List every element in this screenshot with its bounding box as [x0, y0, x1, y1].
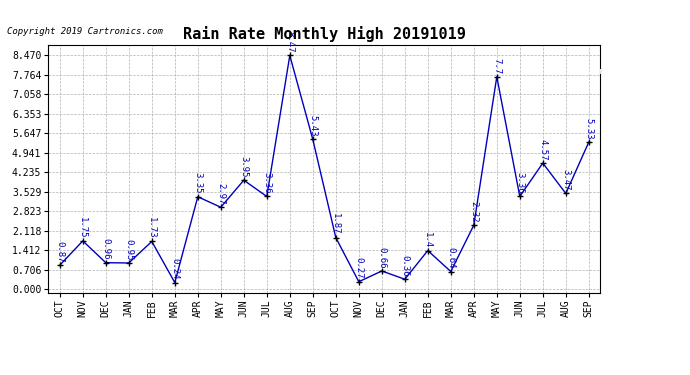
Text: 3.95: 3.95 [239, 156, 248, 177]
Text: 0.87: 0.87 [55, 241, 64, 262]
Text: 0.95: 0.95 [124, 239, 133, 260]
Text: 2.97: 2.97 [216, 183, 226, 204]
Title: Rain Rate Monthly High 20191019: Rain Rate Monthly High 20191019 [183, 27, 466, 42]
Text: 2.32: 2.32 [469, 201, 478, 222]
Text: 1.4: 1.4 [423, 232, 433, 248]
Text: 1.87: 1.87 [331, 213, 340, 235]
Text: 7.7: 7.7 [492, 58, 502, 74]
Text: 1.75: 1.75 [78, 217, 88, 238]
Text: 3.35: 3.35 [193, 172, 202, 194]
Text: 4.57: 4.57 [538, 139, 547, 160]
Text: 5.33: 5.33 [584, 118, 593, 140]
Text: 3.36: 3.36 [515, 172, 524, 194]
Text: 0.66: 0.66 [377, 247, 386, 268]
Text: 0.24: 0.24 [170, 258, 179, 280]
Text: 0.64: 0.64 [446, 247, 455, 269]
Text: 3.47: 3.47 [561, 169, 571, 190]
Text: 1.73: 1.73 [147, 217, 157, 238]
Text: 5.43: 5.43 [308, 115, 317, 136]
Text: 3.36: 3.36 [262, 172, 271, 194]
Text: Copyright 2019 Cartronics.com: Copyright 2019 Cartronics.com [7, 27, 163, 36]
Text: Rain Rate  (Inches/Hour): Rain Rate (Inches/Hour) [584, 67, 690, 76]
Text: 8.47: 8.47 [285, 31, 295, 53]
Text: 0.96: 0.96 [101, 238, 110, 260]
Text: 0.36: 0.36 [400, 255, 409, 276]
Text: 0.27: 0.27 [354, 258, 364, 279]
